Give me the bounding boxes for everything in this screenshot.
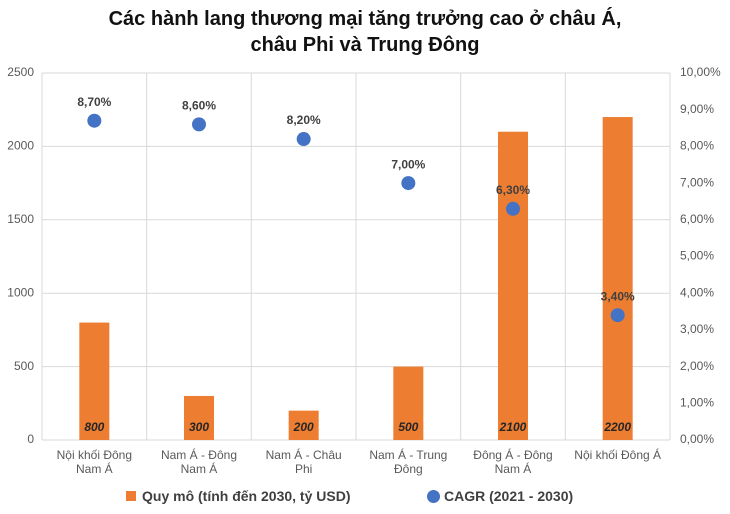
point	[610, 308, 625, 323]
y2-tick-label: 9,00%	[680, 102, 714, 116]
x-tick-label: Nội khối Đông Á	[574, 448, 662, 462]
y2-tick-label: 1,00%	[680, 395, 714, 409]
point	[87, 113, 102, 128]
y-tick-label: 0	[27, 432, 34, 446]
point-value-label: 8,20%	[287, 113, 321, 127]
bar	[288, 410, 319, 440]
y-tick-label: 2500	[7, 65, 34, 79]
y2-tick-label: 8,00%	[680, 139, 714, 153]
bar-value-label: 2100	[499, 420, 527, 434]
x-tick-label: Nam Á - Trung Đông	[369, 448, 448, 476]
point-value-label: 7,00%	[391, 157, 425, 171]
x-tick-label: Đông Á - Đông Nam Á	[473, 448, 553, 476]
bar	[602, 117, 633, 440]
bar	[393, 366, 424, 440]
bar	[79, 322, 110, 440]
legend-entry: CAGR (2021 - 2030)	[427, 488, 573, 504]
y2-tick-label: 6,00%	[680, 212, 714, 226]
point-value-label: 3,40%	[601, 289, 635, 303]
y2-tick-label: 5,00%	[680, 249, 714, 263]
y-tick-label: 1500	[7, 212, 34, 226]
point	[401, 176, 416, 191]
bar-value-label: 500	[398, 420, 418, 434]
legend-label: Quy mô (tính đến 2030, tỷ USD)	[142, 488, 351, 504]
y2-tick-label: 0,00%	[680, 432, 714, 446]
point	[296, 132, 311, 147]
point-value-label: 6,30%	[496, 183, 530, 197]
y2-tick-label: 10,00%	[680, 65, 721, 79]
x-tick-label: Nội khối Đông Nam Á	[56, 448, 133, 476]
y-tick-label: 1000	[7, 285, 34, 299]
y2-tick-label: 2,00%	[680, 359, 714, 373]
bar	[498, 131, 528, 440]
point-value-label: 8,70%	[77, 95, 111, 109]
point-value-label: 8,60%	[182, 99, 216, 113]
legend-label: CAGR (2021 - 2030)	[444, 488, 574, 504]
bar-value-label: 2200	[603, 420, 631, 434]
y2-tick-label: 7,00%	[680, 175, 714, 189]
y-tick-label: 500	[14, 359, 34, 373]
chart-title: Các hành lang thương mại tăng trưởng cao…	[108, 8, 622, 56]
y2-tick-label: 4,00%	[680, 285, 714, 299]
bar-value-label: 800	[84, 420, 104, 434]
bar-value-label: 200	[293, 420, 314, 434]
point	[506, 201, 520, 216]
bar-value-label: 300	[189, 420, 209, 434]
x-tick-label: Nam Á - Đông Nam Á	[160, 448, 237, 476]
bar	[184, 395, 214, 440]
point	[192, 117, 206, 132]
legend-swatch	[126, 491, 136, 501]
y-tick-label: 2000	[7, 139, 34, 153]
y2-tick-label: 3,00%	[680, 322, 714, 336]
legend-swatch	[427, 490, 440, 503]
x-tick-label: Nam Á - Châu Phi	[265, 448, 342, 476]
legend-entry: Quy mô (tính đến 2030, tỷ USD)	[126, 488, 350, 504]
